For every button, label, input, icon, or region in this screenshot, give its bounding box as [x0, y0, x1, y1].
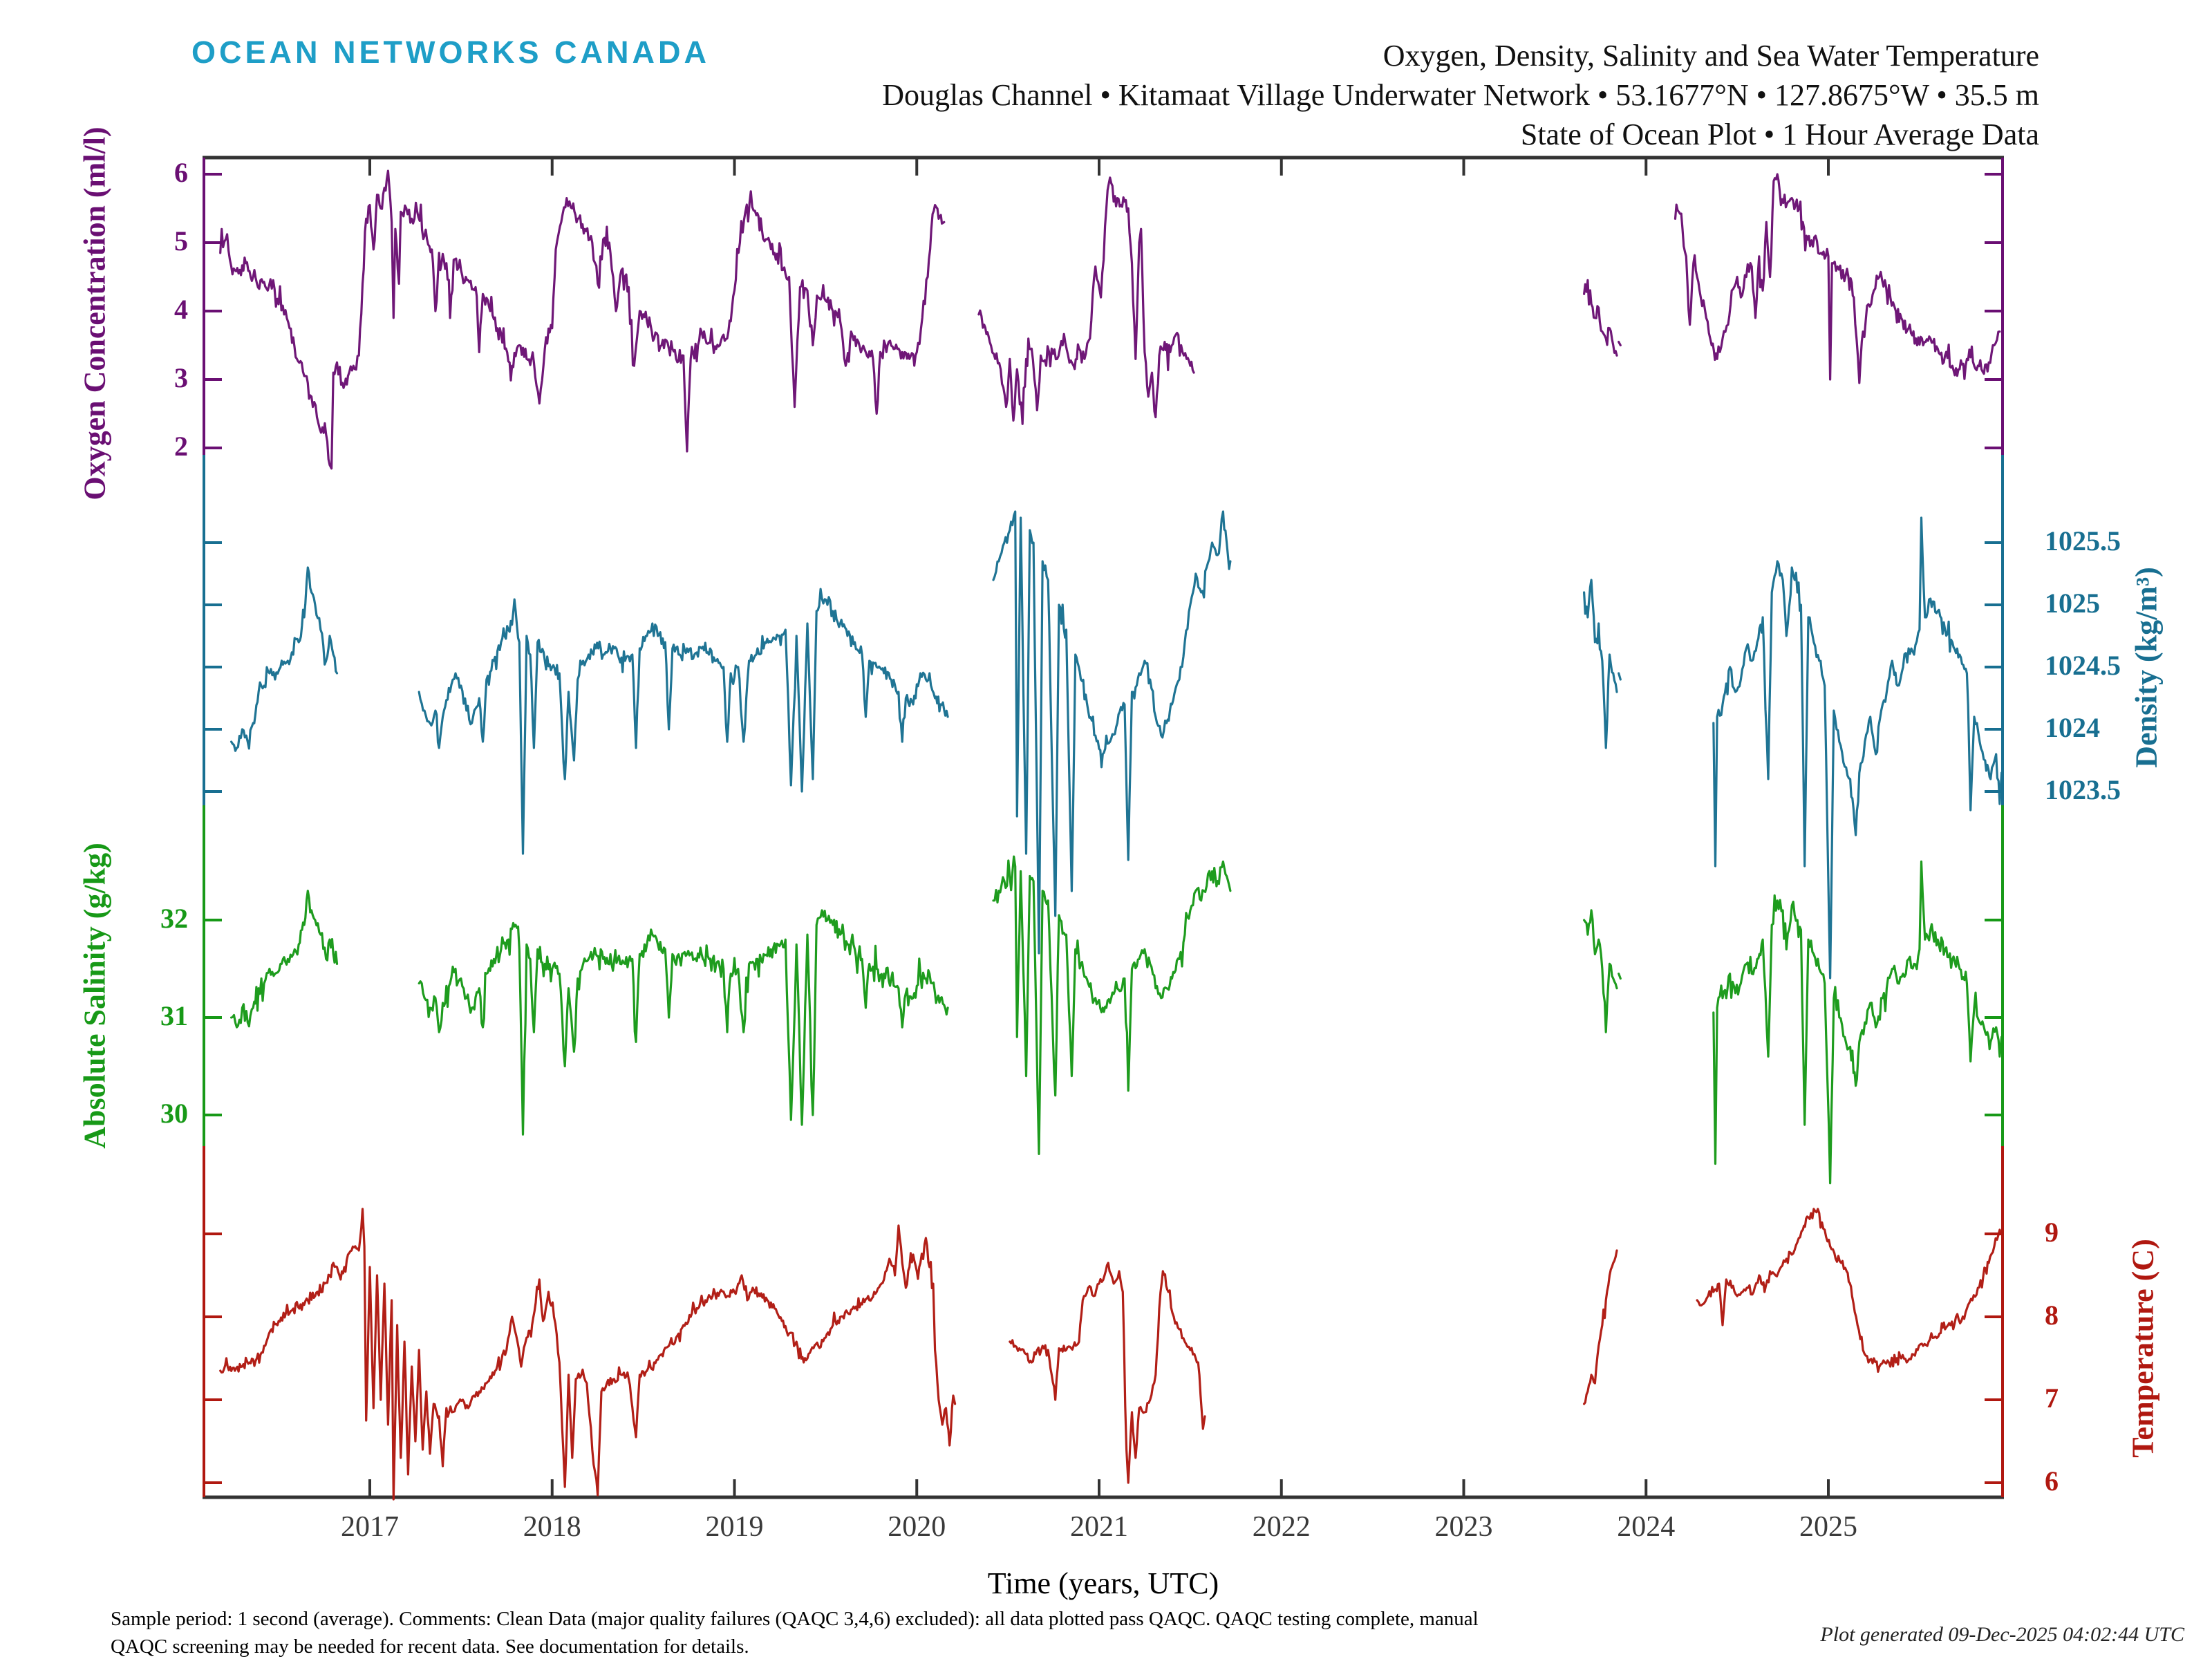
temperature-tick-label-9: 9	[2045, 1217, 2059, 1248]
x-axis-label: Time (years, UTC)	[987, 1566, 1219, 1600]
x-tick-label-2022: 2022	[1252, 1511, 1311, 1543]
density-tick-label-1025: 1025	[2045, 588, 2100, 619]
series-density-segment-1	[418, 588, 949, 855]
series-density-segment-3	[1583, 579, 1618, 749]
footer-comments: Sample period: 1 second (average). Comme…	[111, 1605, 1479, 1659]
x-tick-label-2018: 2018	[523, 1511, 581, 1543]
oxygen-tick-label-5: 5	[174, 225, 188, 256]
temperature-tick-label-8: 8	[2045, 1300, 2059, 1331]
series-salinity-segment-5	[1712, 860, 2003, 1185]
salinity-tick-label-30: 30	[160, 1098, 188, 1129]
series-oxygen-segment-2	[1583, 279, 1618, 357]
oxygen-tick-label-2: 2	[174, 431, 188, 462]
series-salinity-segment-3	[1583, 909, 1618, 1033]
oxygen-tick-label-3: 3	[174, 362, 188, 393]
temperature-tick-label-7: 7	[2045, 1382, 2059, 1414]
density-tick-label-1023.5: 1023.5	[2045, 774, 2121, 805]
series-density-segment-0	[230, 566, 339, 752]
temperature-tick-label-6: 6	[2045, 1465, 2059, 1497]
series-salinity-segment-1	[418, 909, 949, 1136]
series-salinity-segment-2	[992, 855, 1232, 1155]
series-density-segment-5	[1712, 516, 2003, 980]
footer-comments-line1: Sample period: 1 second (average). Comme…	[111, 1608, 1479, 1630]
x-tick-label-2017: 2017	[341, 1511, 399, 1543]
x-tick-label-2025: 2025	[1799, 1511, 1857, 1543]
series-oxygen-segment-1	[977, 176, 1195, 425]
salinity-axis-label: Absolute Salinity (g/kg)	[77, 843, 112, 1149]
density-tick-label-1025.5: 1025.5	[2045, 525, 2121, 556]
series-density-segment-2	[992, 510, 1232, 955]
plot-generated-timestamp: Plot generated 09-Dec-2025 04:02:44 UTC	[1820, 1623, 2184, 1646]
oxygen-tick-label-6: 6	[174, 157, 188, 188]
series-temperature-segment-0	[219, 1208, 957, 1501]
footer-comments-line2: QAQC screening may be needed for recent …	[111, 1635, 749, 1658]
series-temperature-segment-2	[1583, 1249, 1618, 1405]
oxygen-tick-label-4: 4	[174, 294, 188, 325]
density-tick-label-1024.5: 1024.5	[2045, 650, 2121, 681]
density-tick-label-1024: 1024	[2045, 712, 2100, 743]
series-salinity-segment-0	[230, 890, 339, 1029]
plot-title-line2: Douglas Channel • Kitamaat Village Under…	[882, 78, 2039, 112]
x-tick-label-2019: 2019	[705, 1511, 764, 1543]
series-temperature-segment-1	[1009, 1262, 1206, 1484]
plot-title-block: Oxygen, Density, Salinity and Sea Water …	[882, 36, 2039, 154]
series-oxygen-segment-3	[1618, 341, 1622, 347]
series-oxygen-segment-4	[1674, 173, 2001, 384]
plot-title-line3: State of Ocean Plot • 1 Hour Average Dat…	[1520, 118, 2039, 151]
series-oxygen-segment-0	[219, 169, 946, 470]
x-tick-label-2020: 2020	[888, 1511, 946, 1543]
series-salinity-segment-4	[1618, 973, 1622, 980]
temperature-axis-label: Temperature (C)	[2126, 1239, 2160, 1458]
plot-title-line1: Oxygen, Density, Salinity and Sea Water …	[1382, 39, 2039, 73]
series-density-segment-4	[1618, 672, 1622, 681]
x-tick-label-2021: 2021	[1070, 1511, 1128, 1543]
x-tick-label-2024: 2024	[1617, 1511, 1676, 1543]
x-tick-label-2023: 2023	[1434, 1511, 1493, 1543]
series-temperature-segment-3	[1696, 1208, 2003, 1373]
ocean-networks-canada-logo: OCEAN NETWORKS CANADA	[191, 35, 710, 70]
salinity-tick-label-31: 31	[160, 1000, 188, 1031]
salinity-tick-label-32: 32	[160, 903, 188, 934]
